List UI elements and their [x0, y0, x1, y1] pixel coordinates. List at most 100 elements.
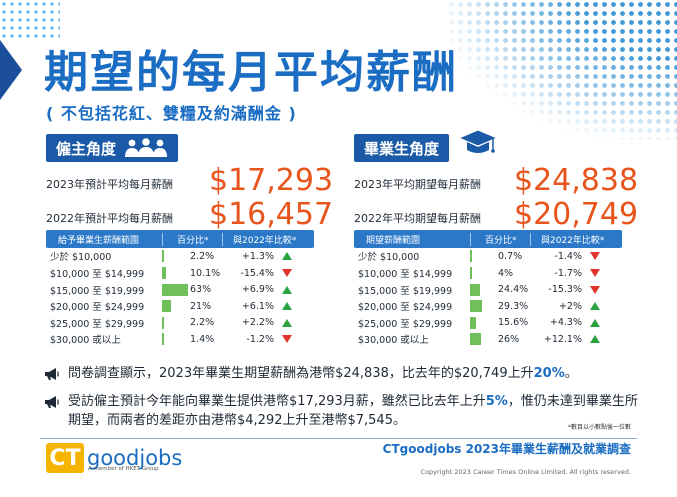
arrow-up-icon [584, 335, 606, 344]
note-2-highlight: 5% [485, 394, 508, 409]
row-compare: -1.2% [246, 333, 274, 345]
footnote: *數目以小數點後一位數 [567, 424, 631, 431]
row-pct-bar [470, 300, 496, 313]
copyright: Copyright 2023 Career Times Online Limit… [420, 468, 631, 476]
row-compare: +12.1% [543, 333, 582, 345]
employer-stat-2022-value: $16,457 [209, 197, 334, 232]
row-pct-bar [470, 283, 496, 296]
megaphone-icon [44, 367, 60, 381]
row-pct: 0.7% [498, 250, 523, 262]
row-pct: 24.4% [498, 284, 529, 296]
employer-stat-2023-value: $17,293 [209, 163, 334, 198]
row-pct-bar [470, 333, 496, 346]
row-compare: +6.1% [241, 300, 274, 312]
graduate-salary-table: 期望薪酬範圍 百分比* 與2022年比較* 少於 $10,000 0.7% -1.4… [354, 230, 622, 347]
graduate-stat-2022-value: $20,749 [514, 197, 639, 232]
row-range: $10,000 至 $14,999 [50, 269, 145, 281]
row-pct-bar-fill [162, 316, 164, 329]
employer-col-cmp: 與2022年比較* [222, 232, 314, 246]
arrow-down-icon [276, 269, 298, 278]
employer-salary-table: 給予畢業生薪酬範圍 百分比* 與2022年比較* 少於 $10,000 2.2% +… [46, 230, 314, 347]
row-pct-bar-fill [470, 267, 472, 280]
row-pct-bar [470, 267, 496, 280]
employer-table-header: 給予畢業生薪酬範圍 百分比* 與2022年比較* [46, 230, 314, 248]
graduation-cap-icon [458, 128, 498, 158]
graduate-table-body: 少於 $10,000 0.7% -1.4% $10,000 至 $14,999 4% -1… [354, 248, 622, 347]
row-pct-bar-fill [162, 283, 188, 296]
employer-stat-2023-label: 2023年預計平均每月薪酬 [46, 178, 173, 191]
decorative-triangle [0, 40, 22, 100]
megaphone-icon [44, 395, 60, 409]
page-subtitle: ( 不包括花紅、雙糧及約滿酬金 ) [46, 104, 297, 123]
row-compare: -15.4% [240, 267, 274, 279]
note-2-text: 受訪僱主預計今年能向畢業生提供港幣$17,293月薪，雖然已比去年上升5%，惟仍… [68, 392, 644, 430]
graduate-col-range: 期望薪酬範圍 [366, 235, 421, 246]
graduate-panel: 畢業生角度 2023年平均期望每月薪酬 $24,838 2022年平均期望每月薪… [354, 129, 638, 346]
row-range: $15,000 至 $19,999 [358, 285, 453, 297]
ctgoodjobs-logo: CT goodjobs A member of HKET Group [46, 438, 182, 478]
row-pct-bar [162, 267, 188, 280]
row-range: $30,000 或以上 [358, 335, 429, 347]
row-compare: -1.7% [554, 267, 582, 279]
table-row: 少於 $10,000 2.2% +1.3% [46, 248, 314, 264]
note-1: 問卷調查顯示，2023年畢業生期望薪酬為港幣$24,838，比去年的$20,74… [44, 364, 644, 383]
row-range: 少於 $10,000 [358, 252, 420, 264]
table-row: $30,000 或以上 1.4% -1.2% [46, 331, 314, 347]
employer-stat-2022-label: 2022年預計平均每月薪酬 [46, 212, 173, 225]
row-pct: 2.2% [190, 317, 215, 329]
row-range: 少於 $10,000 [50, 252, 112, 264]
employer-col-pct: 百分比* [162, 232, 222, 246]
row-pct: 1.4% [190, 333, 215, 345]
arrow-up-icon [276, 285, 298, 294]
arrow-down-icon [276, 335, 298, 344]
arrow-up-icon [584, 302, 606, 311]
arrow-up-icon [276, 302, 298, 311]
note-1-post: 。 [564, 366, 578, 381]
row-pct-bar [162, 300, 188, 313]
arrow-down-icon [584, 285, 606, 294]
row-pct: 10.1% [190, 267, 221, 279]
note-1-text: 問卷調查顯示，2023年畢業生期望薪酬為港幣$24,838，比去年的$20,74… [68, 364, 644, 383]
graduate-badge-label: 畢業生角度 [364, 139, 440, 158]
employer-table-body: 少於 $10,000 2.2% +1.3% $10,000 至 $14,999 10.1… [46, 248, 314, 347]
note-2-post: ，惟仍未達到畢業生所期望，而兩者的差距亦由港幣$4,292上升至港幣$7,545… [68, 394, 638, 428]
row-range: $25,000 至 $29,999 [50, 318, 145, 330]
row-compare: +6.9% [241, 284, 274, 296]
row-pct-bar-fill [470, 300, 483, 313]
dot-pattern-left [0, 0, 60, 40]
dot-pattern-right [447, 0, 677, 140]
row-pct-bar-fill [470, 316, 477, 329]
note-1-highlight: 20% [533, 366, 565, 381]
arrow-up-icon [276, 252, 298, 261]
table-row: 少於 $10,000 0.7% -1.4% [354, 248, 622, 264]
table-row: $30,000 或以上 26% +12.1% [354, 331, 622, 347]
arrow-down-icon [584, 252, 606, 261]
table-row: $10,000 至 $14,999 4% -1.7% [354, 265, 622, 281]
row-pct-bar [162, 283, 188, 296]
table-row: $20,000 至 $24,999 21% +6.1% [46, 298, 314, 314]
graduate-badge: 畢業生角度 [354, 129, 498, 162]
row-pct-bar [162, 250, 188, 263]
table-row: $20,000 至 $24,999 29.3% +2% [354, 298, 622, 314]
employer-col-range: 給予畢業生薪酬範圍 [58, 235, 140, 246]
note-2: 受訪僱主預計今年能向畢業生提供港幣$17,293月薪，雖然已比去年上升5%，惟仍… [44, 392, 644, 430]
row-pct: 29.3% [498, 300, 529, 312]
row-pct-bar [162, 316, 188, 329]
row-pct: 15.6% [498, 317, 529, 329]
graduate-stat-2022-label: 2022年平均期望每月薪酬 [354, 212, 481, 225]
row-range: $20,000 至 $24,999 [358, 302, 453, 314]
row-pct-bar-fill [470, 283, 481, 296]
graduate-col-pct: 百分比* [470, 232, 530, 246]
logo-word: goodjobs [87, 446, 183, 470]
row-pct-bar [470, 316, 496, 329]
row-pct-bar-fill [162, 267, 167, 280]
logo-ct: CT [46, 443, 84, 473]
row-pct: 26% [498, 333, 520, 345]
row-pct: 4% [498, 267, 514, 279]
row-compare: +1.3% [241, 250, 274, 262]
report-title: CTgoodjobs 2023年畢業生薪酬及就業調查 [382, 442, 631, 456]
employer-badge-label: 僱主角度 [56, 139, 117, 158]
arrow-up-icon [276, 318, 298, 327]
row-compare: +4.3% [549, 317, 582, 329]
row-pct-bar-fill [470, 333, 481, 346]
